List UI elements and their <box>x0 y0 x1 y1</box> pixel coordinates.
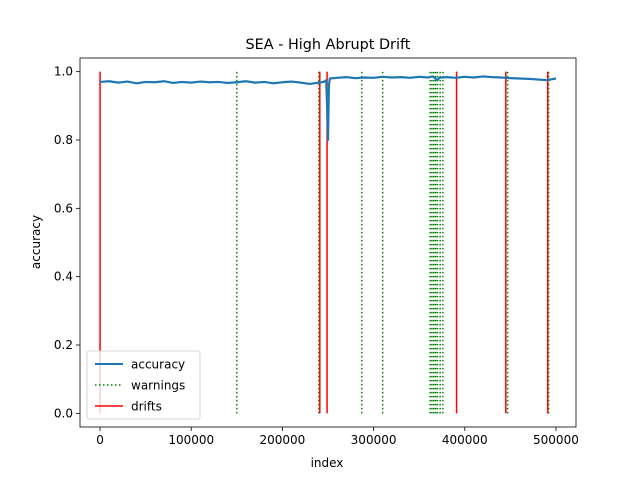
x-tick-label-3: 300000 <box>351 433 397 447</box>
x-tick-label-5: 500000 <box>533 433 579 447</box>
y-axis-label: accuracy <box>29 215 43 269</box>
x-tick-label-0: 0 <box>96 433 104 447</box>
x-tick-label-4: 400000 <box>442 433 488 447</box>
series-line-accuracy <box>99 75 557 142</box>
x-tick-label-2: 200000 <box>260 433 306 447</box>
plot-area <box>99 71 557 414</box>
y-tick-label-1: 0.2 <box>54 338 73 352</box>
chart-title: SEA - High Abrupt Drift <box>246 37 411 53</box>
legend-label-drifts: drifts <box>131 400 162 414</box>
legend-label-warnings: warnings <box>131 379 185 393</box>
legend-box <box>86 350 201 420</box>
y-tick-label-3: 0.6 <box>54 201 73 215</box>
x-tick-label-1: 100000 <box>168 433 214 447</box>
y-tick-label-2: 0.4 <box>54 270 73 284</box>
legend: accuracy warnings drifts <box>86 350 201 420</box>
y-tick-label-5: 1.0 <box>54 65 73 79</box>
y-tick-label-4: 0.8 <box>54 133 73 147</box>
x-axis-label: index <box>311 456 344 470</box>
legend-label-accuracy: accuracy <box>131 358 185 372</box>
y-tick-label-0: 0.0 <box>54 406 73 420</box>
axes-frame <box>79 57 577 428</box>
